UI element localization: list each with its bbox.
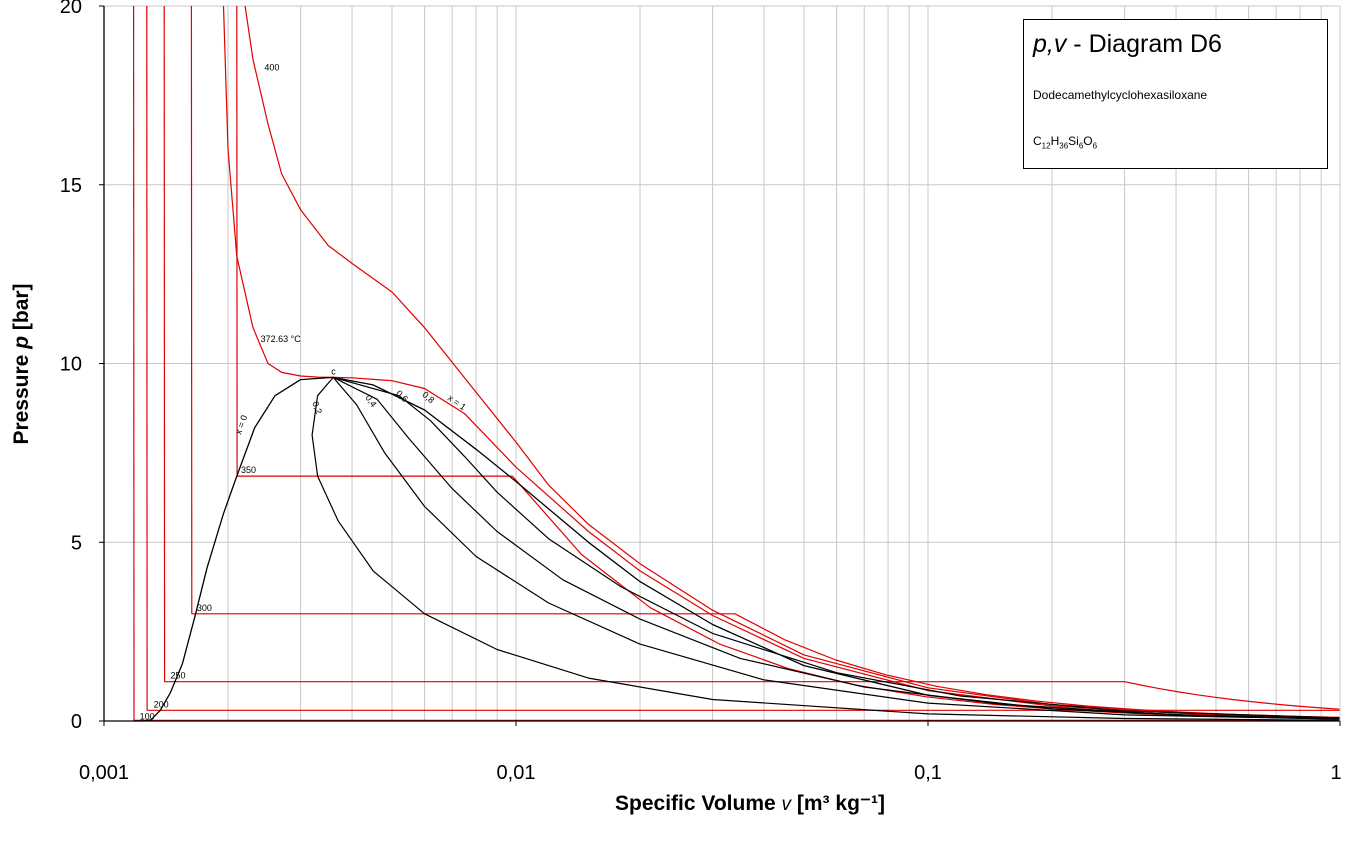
isotherm-label-250: 250 <box>170 671 185 681</box>
saturated-liquid-line <box>133 376 334 722</box>
quality-label-x0: x = 0 <box>233 414 249 436</box>
quality-label-0-2: 0,2 <box>310 400 324 415</box>
legend-title: p,v - Diagram D6 <box>1033 30 1222 58</box>
isotherm-372.63 <box>222 5 1341 719</box>
isotherm-label-400: 400 <box>264 62 279 72</box>
grid-lines <box>104 5 1340 721</box>
critical-point-label: c <box>331 366 336 376</box>
isotherm-label-300: 300 <box>197 603 212 613</box>
quality-line-0,8 <box>333 376 1341 719</box>
formula-subscript: 12 <box>1041 141 1051 151</box>
legend-chemical-formula: C12H36Si6O6 <box>1033 134 1097 150</box>
curve-labels: 100 200 250 300 350 372.63 °C 400 c x = 0 0,2 0,4 0… <box>140 62 468 721</box>
quality-line-0,6 <box>332 376 1341 720</box>
y-tick-label: 5 <box>71 532 82 554</box>
x-tick-label: 0,001 <box>79 762 129 784</box>
formula-subscript: 36 <box>1059 141 1069 151</box>
isotherm-400 <box>244 5 1341 719</box>
y-tick-label: 15 <box>60 175 82 197</box>
quality-line-0,4 <box>332 377 1341 720</box>
x-tick-label: 1 <box>1330 762 1341 784</box>
quality-label-0-8: 0,8 <box>420 390 436 406</box>
x-tick-label: 0,1 <box>914 762 942 784</box>
isotherm-label-100: 100 <box>140 711 155 721</box>
isotherm-label-critical: 372.63 °C <box>261 334 302 344</box>
isotherm-label-350: 350 <box>241 465 256 475</box>
y-tick-label: 0 <box>71 711 82 733</box>
quality-label-0-4: 0,4 <box>363 393 378 409</box>
data-curves <box>133 5 1341 722</box>
formula-subscript: 6 <box>1078 141 1084 151</box>
y-tick-label: 10 <box>60 354 82 376</box>
saturated-vapor-line <box>333 376 1341 720</box>
formula-element: Si <box>1068 134 1079 148</box>
legend-substance-name: Dodecamethylcyclohexasiloxane <box>1033 88 1208 102</box>
quality-line-0,2 <box>311 377 1341 721</box>
formula-subscript: 6 <box>1092 141 1098 151</box>
axes <box>99 5 1341 726</box>
y-axis-title: Pressure p [bar] <box>10 283 33 444</box>
isotherm-label-200: 200 <box>154 699 169 709</box>
x-tick-label: 0,01 <box>497 762 536 784</box>
formula-element: C <box>1033 134 1042 148</box>
formula-element: H <box>1050 134 1060 148</box>
isotherm-250-vapor <box>1124 681 1341 710</box>
chart-legend: p,v - Diagram D6 Dodecamethylcyclohexasi… <box>1023 19 1328 169</box>
formula-element: O <box>1083 134 1093 148</box>
y-tick-label: 20 <box>60 0 82 18</box>
x-axis-title: Specific Volume v [m³ kg⁻¹] <box>615 792 885 815</box>
